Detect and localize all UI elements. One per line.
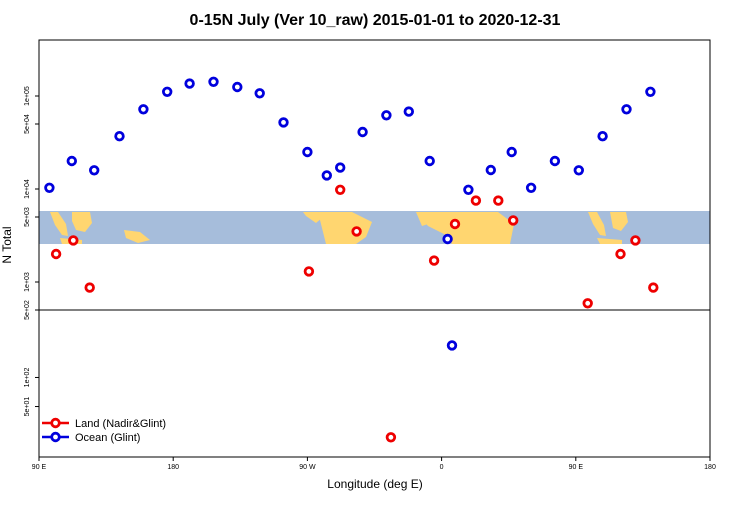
- point-land-2: [84, 282, 95, 293]
- y-tick-label-upper-4: 1e+05: [24, 86, 31, 106]
- point-ocean-2: [88, 165, 100, 176]
- legend-ocean-marker: [50, 431, 61, 443]
- map-land-java-2: [597, 238, 622, 244]
- point-land-10: [493, 195, 504, 206]
- point-ocean-22: [506, 146, 517, 158]
- y-tick-label-lower-1: 1e+02: [24, 368, 31, 388]
- point-land-9: [470, 195, 482, 206]
- plot-border: [38, 39, 711, 458]
- point-land-6: [385, 432, 397, 443]
- point-ocean-16: [403, 106, 414, 117]
- y-tick-label-boundary-9: 5e+02: [24, 300, 31, 320]
- x-tick-label-4: 90 E: [569, 464, 584, 471]
- point-ocean-4: [138, 104, 149, 115]
- point-ocean-12: [321, 170, 332, 181]
- point-ocean-23: [525, 182, 537, 193]
- map-land-central-america: [303, 212, 322, 223]
- map-land-borneo: [72, 212, 92, 232]
- point-ocean-21: [485, 164, 496, 176]
- point-ocean-8: [232, 81, 243, 93]
- y-tick-label-upper-0: 1e+03: [24, 272, 31, 292]
- map-land-borneo-2: [610, 212, 628, 231]
- point-ocean-10: [278, 117, 289, 128]
- point-ocean-20: [463, 184, 474, 195]
- point-land-0: [50, 248, 62, 260]
- y-tick-label-upper-3: 5e+04: [24, 114, 31, 134]
- point-ocean-6: [184, 78, 195, 89]
- y-tick-label-upper-1: 5e+03: [24, 207, 31, 227]
- chart-title: 0-15N July (Ver 10_raw) 2015-01-01 to 20…: [190, 12, 561, 29]
- point-ocean-11: [302, 146, 313, 158]
- point-ocean-0: [44, 182, 55, 193]
- data-points: [44, 76, 659, 443]
- y-tick-label-upper-2: 1e+04: [24, 179, 31, 199]
- point-ocean-3: [114, 130, 125, 142]
- map-land-africa: [416, 212, 514, 244]
- background-map: [39, 211, 710, 244]
- y-axis-label: N Total: [0, 226, 14, 263]
- map-land-sumatra: [50, 212, 68, 236]
- point-ocean-14: [357, 126, 368, 138]
- point-ocean-17: [424, 155, 435, 167]
- point-ocean-24: [549, 155, 561, 167]
- point-ocean-26: [597, 130, 608, 142]
- point-ocean-28: [645, 86, 656, 97]
- x-tick-label-0: 90 E: [32, 464, 47, 471]
- point-land-11: [508, 215, 519, 226]
- point-land-1: [68, 235, 79, 246]
- point-land-7: [428, 255, 440, 266]
- point-ocean-15: [381, 110, 392, 121]
- point-land-12: [582, 298, 593, 309]
- point-ocean-5: [161, 86, 173, 97]
- x-axis-ticks: 90 E 180 90 W 0 90 E 180: [32, 457, 716, 471]
- x-tick-label-2: 90 W: [299, 464, 316, 471]
- x-axis-label: Longitude (deg E): [327, 477, 422, 491]
- point-land-14: [630, 235, 641, 246]
- point-land-4: [335, 184, 346, 195]
- point-ocean-27: [621, 104, 632, 115]
- point-land-13: [615, 248, 626, 260]
- map-land-sumatra-2: [588, 212, 606, 236]
- y-tick-label-lower-0: 5e+01: [24, 397, 31, 417]
- point-ocean-7: [208, 76, 219, 87]
- legend-ocean-label: Ocean (Glint): [75, 432, 140, 444]
- plot-frame: [38, 39, 711, 458]
- point-ocean-13: [335, 162, 346, 173]
- point-ocean-9: [254, 88, 265, 99]
- point-land-5: [351, 226, 362, 237]
- point-ocean-25: [573, 165, 584, 176]
- point-land-3: [303, 266, 315, 277]
- point-ocean-19: [446, 340, 458, 351]
- y-axis-ticks: 1e+03 5e+03 1e+04 5e+04 1e+05 5e+01 1e+02 5e+02: [24, 86, 39, 416]
- legend-land-marker: [50, 417, 61, 429]
- point-ocean-18: [442, 233, 453, 245]
- point-land-8: [449, 218, 461, 230]
- x-tick-label-1: 180: [167, 464, 179, 471]
- legend: Land (Nadir&Glint) Ocean (Glint): [42, 417, 166, 444]
- legend-land-label: Land (Nadir&Glint): [75, 418, 166, 430]
- point-land-15: [648, 282, 659, 293]
- point-ocean-1: [66, 155, 77, 167]
- map-land-new-guinea: [124, 230, 150, 243]
- x-tick-label-3: 0: [440, 464, 444, 471]
- x-tick-label-5: 180: [704, 464, 716, 471]
- map-land-west-africa-coast: [416, 212, 434, 226]
